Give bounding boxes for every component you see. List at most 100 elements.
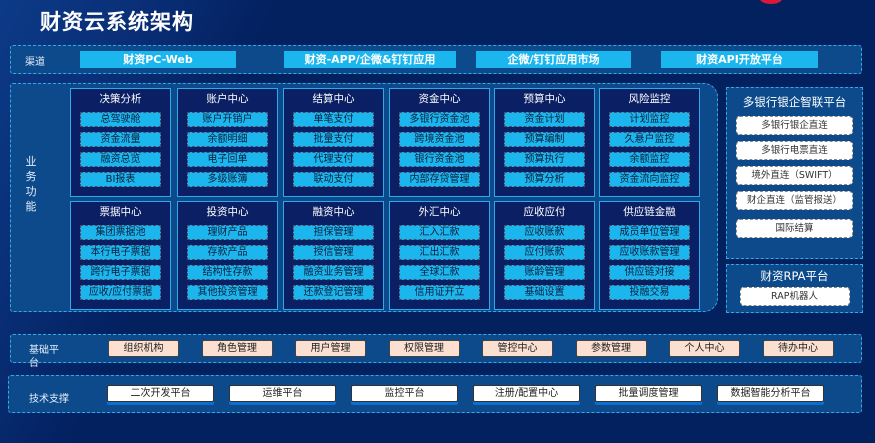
module-item[interactable]: 预算分析 (504, 172, 585, 187)
module-item[interactable]: 资金流向监控 (609, 172, 690, 187)
module-title: 外汇中心 (418, 206, 461, 218)
module-item[interactable]: 资金计划 (504, 112, 585, 127)
channel-label: 渠道 (25, 57, 45, 68)
module-item[interactable]: 计划监控 (609, 112, 690, 127)
channel-app[interactable]: 财资-APP/企微&钉钉应用 (284, 51, 456, 68)
bank-platform-item[interactable]: 财企直连（监管报送） (736, 191, 853, 210)
module-item[interactable]: 多银行资金池 (399, 112, 480, 127)
module-item[interactable]: 电子回单 (187, 152, 268, 167)
page-title: 财资云系统架构 (40, 10, 194, 34)
base-platform-item[interactable]: 待办中心 (762, 340, 834, 357)
module-card: 票据中心 集团票据池 本行电子票据 跨行电子票据 应收/应付票据 (70, 201, 171, 310)
module-item[interactable]: 应付账款 (504, 245, 585, 260)
module-item[interactable]: 授信管理 (293, 245, 374, 260)
base-platform-item[interactable]: 组织机构 (108, 340, 179, 357)
module-card: 供应链金融成员单位管理 应收账款管理 供应链对接投融交易 (599, 201, 700, 310)
base-platform-item[interactable]: 参数管理 (575, 340, 647, 357)
rpa-platform-title: 财资RPA平台 (760, 269, 829, 283)
module-title: 预算中心 (523, 93, 566, 105)
module-item[interactable]: 理财产品 (187, 225, 268, 240)
module-card: 结算中心单笔支付批量支付代理支付联动支付 (283, 88, 384, 197)
module-item[interactable]: 资金流量 (80, 132, 161, 147)
bank-platform-item[interactable]: 多银行银企直连 (736, 116, 853, 135)
module-item[interactable]: 联动支付 (293, 172, 374, 187)
module-item[interactable]: 批量支付 (293, 132, 374, 147)
module-item[interactable]: 集团票据池 (80, 225, 161, 240)
module-item[interactable]: 银行资金池 (399, 152, 480, 167)
rpa-robot[interactable]: RAP机器人 (739, 287, 850, 306)
module-item[interactable]: 总驾驶舱 (80, 112, 161, 127)
module-item[interactable]: 投融交易 (609, 285, 690, 300)
module-item[interactable]: 跨行电子票据 (80, 265, 161, 280)
module-item[interactable]: 结构性存款 (187, 265, 268, 280)
module-card: 资金中心多银行资金池 跨境资金池银行资金池内部存贷管理 (389, 88, 490, 197)
bank-platform-panel: 多银行银企智联平台 多银行银企直连 多银行电票直连 境外直连（SWIFT） 财企直连（… (726, 87, 863, 259)
module-item[interactable]: 预算执行 (504, 152, 585, 167)
tech-support-item[interactable]: 数据智能分析平台 (717, 385, 824, 402)
module-item[interactable]: 应收账款 (504, 225, 585, 240)
module-item[interactable]: 全球汇款 (399, 265, 480, 280)
module-title: 融资中心 (312, 206, 355, 218)
module-title: 投资中心 (206, 206, 249, 218)
module-item[interactable]: 供应链对接 (609, 265, 690, 280)
module-item[interactable]: 账户开销户 (187, 112, 268, 127)
module-item[interactable]: 余额监控 (609, 152, 690, 167)
module-card: 投资中心理财产品存款产品结构性存款其他投资管理 (177, 201, 278, 310)
bank-platform-item[interactable]: 多银行电票直连 (736, 141, 853, 160)
module-item[interactable]: 基础设置 (504, 285, 585, 300)
tech-support-item[interactable]: 二次开发平台 (107, 385, 214, 402)
module-item[interactable]: 汇出汇款 (399, 245, 480, 260)
module-item[interactable]: 融资总览 (80, 152, 161, 167)
module-item[interactable]: 余额明细 (187, 132, 268, 147)
module-card: 决策分析总驾驶舱资金流量融资总览 BI报表 (70, 88, 171, 197)
module-item[interactable]: 应收账款管理 (609, 245, 690, 260)
rpa-platform-panel: 财资RPA平台 RAP机器人 (726, 264, 863, 313)
module-item[interactable]: 还款登记管理 (293, 285, 374, 300)
module-title: 决策分析 (99, 93, 142, 105)
module-card: 预算中心资金计划预算编制预算执行预算分析 (494, 88, 595, 197)
bank-platform-item[interactable]: 国际结算 (736, 219, 853, 238)
base-platform-item[interactable]: 个人中心 (669, 340, 740, 357)
module-card: 账户中心账户开销户余额明细电子回单多级账簿 (177, 88, 278, 197)
module-item[interactable]: 应收/应付票据 (80, 285, 161, 300)
module-item[interactable]: 其他投资管理 (187, 285, 268, 300)
module-item[interactable]: 本行电子票据 (80, 245, 161, 260)
module-title: 风险监控 (628, 93, 671, 105)
tech-support-item[interactable]: 批量调度管理 (595, 385, 702, 402)
module-item[interactable]: 成员单位管理 (609, 225, 690, 240)
module-item[interactable]: 久悬户监控 (609, 132, 690, 147)
channel-pc-web[interactable]: 财资PC-Web (80, 51, 236, 68)
module-card: 应收应付应收账款应付账款账龄管理基础设置 (494, 201, 595, 310)
module-item[interactable]: 跨境资金池 (399, 132, 480, 147)
module-item[interactable]: 融资业务管理 (293, 265, 374, 280)
channel-market[interactable]: 企微/钉钉应用市场 (476, 51, 631, 68)
module-item[interactable]: BI报表 (80, 172, 161, 187)
module-item[interactable]: 代理支付 (293, 152, 374, 167)
channel-api[interactable]: 财资API开放平台 (661, 51, 818, 68)
module-item[interactable]: 担保管理 (293, 225, 374, 240)
tech-support-item[interactable]: 监控平台 (351, 385, 458, 402)
tech-support-item[interactable]: 注册/配置中心 (473, 385, 580, 402)
module-title: 账户中心 (206, 93, 249, 105)
tech-support-item[interactable]: 运维平台 (229, 385, 336, 402)
module-item[interactable]: 单笔支付 (293, 112, 374, 127)
business-label: 业务功能 (25, 155, 37, 213)
bank-platform-item[interactable]: 境外直连（SWIFT） (736, 166, 853, 185)
base-platform-item[interactable]: 角色管理 (201, 340, 273, 357)
module-item[interactable]: 汇入汇款 (399, 225, 480, 240)
module-item[interactable]: 内部存贷管理 (399, 172, 480, 187)
module-title: 供应链金融 (623, 206, 676, 218)
module-item[interactable]: 预算编制 (504, 132, 585, 147)
base-platform-item[interactable]: 管控中心 (482, 340, 553, 357)
bank-platform-title: 多银行银企智联平台 (742, 95, 847, 109)
module-title: 结算中心 (312, 93, 355, 105)
base-platform-item[interactable]: 权限管理 (388, 340, 460, 357)
module-item[interactable]: 存款产品 (187, 245, 268, 260)
module-item[interactable]: 多级账簿 (187, 172, 268, 187)
base-platform-item[interactable]: 用户管理 (295, 340, 366, 357)
module-item[interactable]: 账龄管理 (504, 265, 585, 280)
module-card: 外汇中心汇入汇款汇出汇款全球汇款信用证开立 (389, 201, 490, 310)
module-item[interactable]: 信用证开立 (399, 285, 480, 300)
module-title: 资金中心 (418, 93, 461, 105)
module-title: 应收应付 (523, 206, 566, 218)
